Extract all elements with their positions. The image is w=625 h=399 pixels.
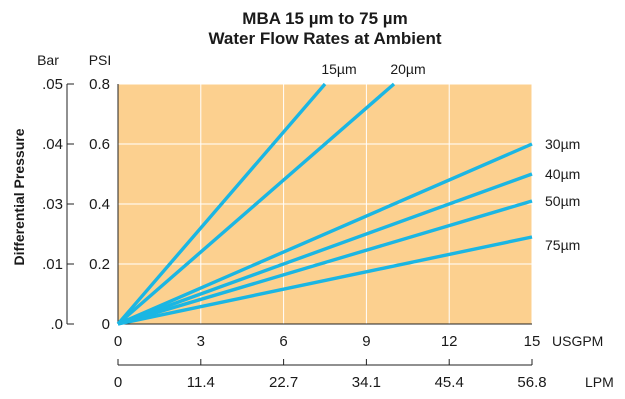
- x-primary-tick-label: 12: [441, 333, 458, 350]
- x-secondary-tick-label: 11.4: [187, 374, 215, 391]
- x-primary-tick-label: 0: [114, 333, 122, 350]
- x-primary-tick-label: 3: [197, 333, 205, 350]
- y-secondary-tick-label: .0: [50, 316, 63, 333]
- chart-title: MBA 15 µm to 75 µm: [242, 9, 407, 28]
- y-secondary-tick-label: .01: [42, 256, 63, 273]
- x-primary-unit-label: USGPM: [552, 333, 603, 349]
- x-secondary-tick-label: 22.7: [269, 374, 298, 391]
- y-secondary-unit-label: Bar: [37, 52, 59, 68]
- series-lines: [116, 82, 533, 326]
- series-label-3: 40µm: [545, 166, 580, 182]
- y-secondary-tick-label: .05: [42, 76, 63, 93]
- axes: [66, 83, 533, 366]
- x-primary-tick-label: 6: [279, 333, 287, 350]
- series-label-1: 20µm: [390, 61, 425, 77]
- series-label-5: 75µm: [545, 237, 580, 253]
- y-primary-tick-label: 0.4: [89, 196, 110, 213]
- series-line-4: [117, 199, 533, 326]
- y-primary-tick-label: 0.8: [89, 76, 110, 93]
- y-secondary-tick-label: .04: [42, 136, 63, 153]
- series-label-4: 50µm: [545, 193, 580, 209]
- x-secondary-tick-label: 45.4: [435, 374, 464, 391]
- series-line-0: [116, 82, 327, 326]
- y-primary-tick-label: 0: [102, 316, 110, 333]
- y-primary-tick-label: 0.2: [89, 256, 110, 273]
- y-secondary-tick-label: .03: [42, 196, 63, 213]
- series-label-0: 15µm: [321, 61, 356, 77]
- y-axis-label: Differential Pressure: [11, 128, 27, 265]
- x-secondary-tick-label: 0: [114, 374, 122, 391]
- y-primary-unit-label: PSI: [89, 52, 112, 68]
- x-secondary-tick-label: 56.8: [517, 374, 546, 391]
- series-label-2: 30µm: [545, 136, 580, 152]
- series-line-5: [117, 235, 533, 326]
- y-primary-tick-label: 0.6: [89, 136, 110, 153]
- series-line-3: [117, 172, 533, 326]
- x-primary-tick-label: 9: [362, 333, 370, 350]
- x-secondary-unit-label: LPM: [585, 374, 614, 390]
- series-line-1: [116, 82, 396, 326]
- chart-subtitle: Water Flow Rates at Ambient: [209, 29, 442, 48]
- x-secondary-tick-label: 34.1: [352, 374, 381, 391]
- x-primary-tick-label: 15: [524, 333, 541, 350]
- series-line-2: [117, 142, 533, 326]
- tick-labels: 0.00.2.010.4.030.6.040.8.0500311.4622.79…: [42, 61, 580, 391]
